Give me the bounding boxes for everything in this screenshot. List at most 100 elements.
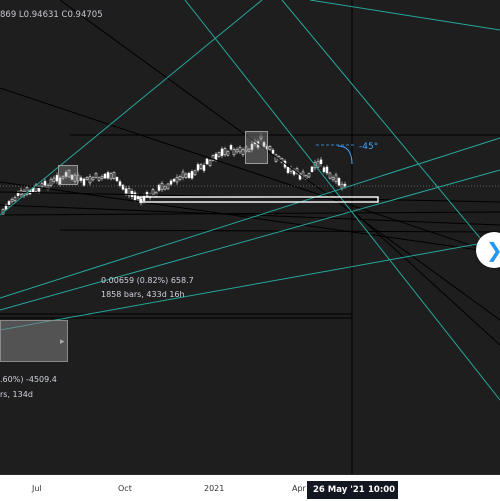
measure-label: rs, 134d xyxy=(0,390,33,399)
candle-body xyxy=(91,177,95,181)
candle-body xyxy=(262,142,266,147)
candle-body xyxy=(136,196,140,200)
candle-body xyxy=(16,193,20,196)
fan-lines[interactable] xyxy=(0,0,500,401)
angle-label: -45° xyxy=(359,142,379,152)
candle-body xyxy=(52,177,56,182)
trend-line[interactable] xyxy=(59,229,500,233)
candle-body xyxy=(121,184,125,190)
candle-body xyxy=(187,172,191,178)
angle-arc xyxy=(337,145,353,165)
candle-body xyxy=(70,174,74,180)
measure-label: 0.00659 (0.82%) 658.7 xyxy=(101,276,194,285)
candle-body xyxy=(67,169,71,178)
candle-body xyxy=(190,171,194,179)
candle-body xyxy=(61,176,65,179)
candle-body xyxy=(115,177,119,182)
candle-body xyxy=(133,192,137,200)
candle-body xyxy=(298,173,302,180)
fan-line[interactable] xyxy=(0,0,263,216)
candle-body xyxy=(85,177,89,180)
candle-body xyxy=(319,159,323,165)
candle-body xyxy=(112,172,116,179)
crosshair-time-label: 26 May '21 10:00 xyxy=(307,481,398,499)
fan-line[interactable] xyxy=(0,169,500,311)
fan-line[interactable] xyxy=(309,0,500,31)
candle-body xyxy=(40,183,44,188)
highlight-box[interactable] xyxy=(245,131,268,164)
trend-line[interactable] xyxy=(0,211,500,216)
candle-body xyxy=(175,176,179,183)
trend-line[interactable] xyxy=(329,189,500,346)
candle-body xyxy=(238,147,242,153)
price-plot[interactable] xyxy=(0,0,500,474)
time-axis[interactable]: Jul Oct 2021 Apr xyxy=(0,474,500,501)
candle-body xyxy=(181,171,185,178)
candle-body xyxy=(196,164,200,171)
candle-body xyxy=(103,173,107,179)
candle-body xyxy=(13,197,17,201)
candlestick-series xyxy=(1,133,347,216)
chart-area[interactable]: ▸ 869 L0.94631 C0.94705 -45° 0.00659 (0.… xyxy=(0,0,500,474)
chevron-right-icon: ❯ xyxy=(486,238,500,262)
candle-body xyxy=(271,149,275,154)
fan-line[interactable] xyxy=(0,137,500,299)
candle-body xyxy=(100,176,104,180)
candle-body xyxy=(193,170,197,176)
candle-body xyxy=(334,174,338,183)
candle-body xyxy=(127,188,131,196)
measure-selection-box[interactable] xyxy=(0,320,68,362)
candle-body xyxy=(337,178,341,186)
candle-body xyxy=(205,158,209,165)
fan-line[interactable] xyxy=(184,0,500,401)
candle-body xyxy=(88,176,92,184)
candle-body xyxy=(49,178,53,186)
scroll-to-realtime-button[interactable]: ❯ xyxy=(476,232,500,268)
candle-body xyxy=(286,167,290,173)
candle-body xyxy=(331,177,335,181)
price-range-box[interactable] xyxy=(139,196,379,203)
candle-body xyxy=(130,190,134,197)
trend-line[interactable] xyxy=(0,87,500,256)
candle-body xyxy=(157,184,161,191)
candle-body xyxy=(199,164,203,169)
candle-body xyxy=(109,173,113,180)
candle-body xyxy=(166,183,170,190)
candle-body xyxy=(160,182,164,191)
candle-body xyxy=(226,151,230,156)
candle-body xyxy=(223,148,227,156)
candle-body xyxy=(322,167,326,172)
candle-body xyxy=(208,160,212,166)
time-tick: Apr xyxy=(292,484,306,493)
candle-body xyxy=(79,177,83,181)
candle-body xyxy=(316,160,320,168)
measure-label: 1858 bars, 433d 16h xyxy=(101,290,185,299)
candle-body xyxy=(295,168,299,174)
trend-line[interactable] xyxy=(0,204,500,226)
measure-label: .60%) -4509.4 xyxy=(0,375,57,384)
fan-line[interactable] xyxy=(281,0,500,263)
candle-body xyxy=(235,148,239,153)
time-tick: 2021 xyxy=(204,484,225,493)
candle-body xyxy=(211,155,215,161)
candle-body xyxy=(310,166,314,172)
candle-body xyxy=(163,185,167,190)
candle-body xyxy=(328,172,332,179)
candle-body xyxy=(124,188,128,194)
candle-body xyxy=(43,180,47,186)
arrow-right-icon: ▸ xyxy=(60,337,65,347)
candle-body xyxy=(250,143,254,150)
candle-body xyxy=(73,174,77,182)
candle-body xyxy=(220,148,224,156)
candle-body xyxy=(94,173,98,178)
candle-body xyxy=(64,172,68,177)
trend-line[interactable] xyxy=(59,0,500,321)
candle-body xyxy=(97,177,101,181)
fan-line[interactable] xyxy=(0,239,500,331)
candle-body xyxy=(268,146,272,150)
candle-body xyxy=(247,148,251,152)
candle-body xyxy=(172,178,176,182)
candle-body xyxy=(184,173,188,178)
highlight-box[interactable] xyxy=(58,165,78,185)
